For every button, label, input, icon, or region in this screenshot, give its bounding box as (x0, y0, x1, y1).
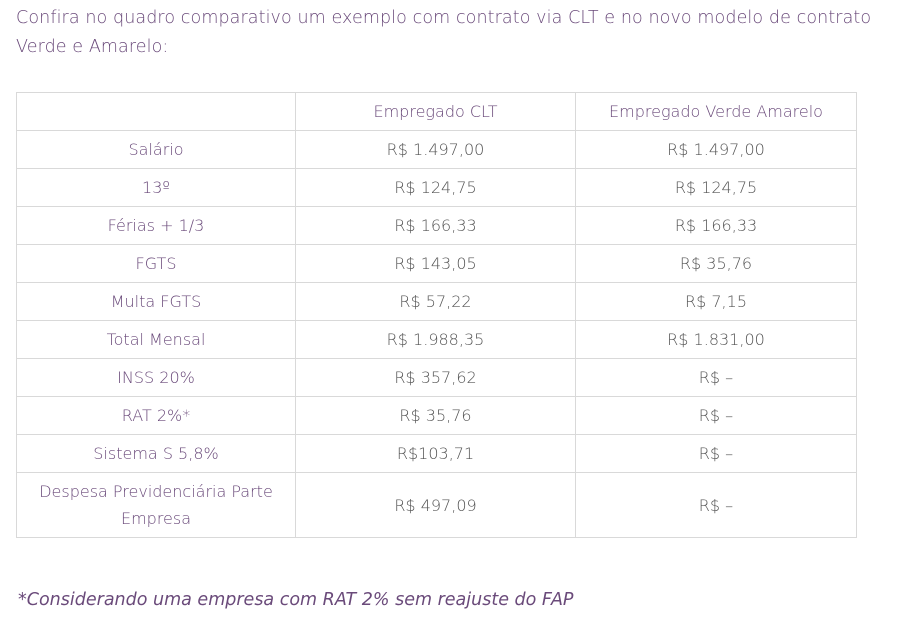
clt-value: R$ 1.497,00 (295, 130, 576, 169)
header-cell-empty (16, 92, 296, 131)
table-row: RAT 2%* R$ 35,76 R$ – (16, 396, 857, 435)
header-cell-clt: Empregado CLT (295, 92, 576, 131)
verde-amarelo-value: R$ 124,75 (575, 168, 857, 207)
clt-value: R$ 1.988,35 (295, 320, 576, 359)
intro-text: Confira no quadro comparativo um exemplo… (16, 8, 872, 57)
verde-amarelo-value: R$ 1.831,00 (575, 320, 857, 359)
clt-value: R$ 57,22 (295, 282, 576, 321)
verde-amarelo-value: R$ – (575, 434, 857, 473)
table-row: FGTS R$ 143,05 R$ 35,76 (16, 244, 857, 283)
verde-amarelo-value: R$ 1.497,00 (575, 130, 857, 169)
row-label: Sistema S 5,8% (16, 434, 296, 473)
verde-amarelo-value: R$ – (575, 472, 857, 538)
table-row: Despesa Previdenciária Parte Empresa R$ … (16, 472, 857, 538)
row-label: Despesa Previdenciária Parte Empresa (16, 472, 296, 538)
clt-value: R$ 35,76 (295, 396, 576, 435)
clt-value: R$ 166,33 (295, 206, 576, 245)
header-cell-verde-amarelo: Empregado Verde Amarelo (575, 92, 857, 131)
table-row: Multa FGTS R$ 57,22 R$ 7,15 (16, 282, 857, 321)
comparison-table: Empregado CLT Empregado Verde Amarelo Sa… (16, 92, 857, 538)
row-label: Salário (16, 130, 296, 169)
table-row: Sistema S 5,8% R$103,71 R$ – (16, 434, 857, 473)
clt-value: R$ 497,09 (295, 472, 576, 538)
footnote: *Considerando uma empresa com RAT 2% sem… (18, 590, 574, 610)
row-label: INSS 20% (16, 358, 296, 397)
row-label: Total Mensal (16, 320, 296, 359)
table-header-row: Empregado CLT Empregado Verde Amarelo (16, 92, 857, 131)
row-label: Férias + 1/3 (16, 206, 296, 245)
verde-amarelo-value: R$ 166,33 (575, 206, 857, 245)
verde-amarelo-value: R$ 7,15 (575, 282, 857, 321)
verde-amarelo-value: R$ – (575, 396, 857, 435)
row-label: 13º (16, 168, 296, 207)
clt-value: R$ 143,05 (295, 244, 576, 283)
clt-value: R$ 357,62 (295, 358, 576, 397)
clt-value: R$103,71 (295, 434, 576, 473)
table-row: Salário R$ 1.497,00 R$ 1.497,00 (16, 130, 857, 169)
verde-amarelo-value: R$ – (575, 358, 857, 397)
row-label: Multa FGTS (16, 282, 296, 321)
row-label: FGTS (16, 244, 296, 283)
table-row: Férias + 1/3 R$ 166,33 R$ 166,33 (16, 206, 857, 245)
table-row: 13º R$ 124,75 R$ 124,75 (16, 168, 857, 207)
row-label: RAT 2%* (16, 396, 296, 435)
clt-value: R$ 124,75 (295, 168, 576, 207)
table-row: INSS 20% R$ 357,62 R$ – (16, 358, 857, 397)
table-row: Total Mensal R$ 1.988,35 R$ 1.831,00 (16, 320, 857, 359)
verde-amarelo-value: R$ 35,76 (575, 244, 857, 283)
